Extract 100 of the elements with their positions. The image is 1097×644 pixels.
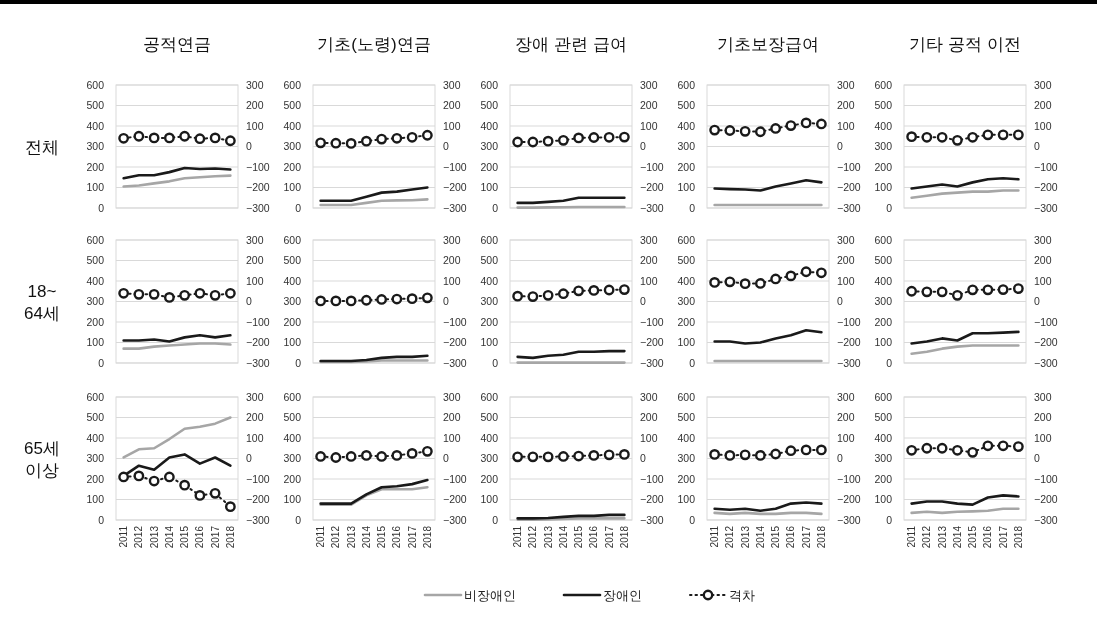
y2-tick-label: −100 xyxy=(640,315,664,328)
x-tick-label: 2018 xyxy=(224,525,236,549)
y-tick-label: 400 xyxy=(677,274,696,287)
y2-tick-label: 0 xyxy=(443,452,449,464)
y2-tick-label: 300 xyxy=(1034,390,1052,403)
y-tick-label: 300 xyxy=(480,452,499,464)
y2-tick-label: 300 xyxy=(443,390,461,403)
y-tick-label: 600 xyxy=(874,78,893,91)
point xyxy=(421,129,433,141)
x-tick-label: 2011 xyxy=(512,525,524,548)
y2-tick-label: −300 xyxy=(837,201,861,214)
legend-label: 비장애인 xyxy=(464,588,516,603)
y2-tick-label: 300 xyxy=(640,390,658,403)
x-tick-label: 2011 xyxy=(315,525,327,548)
y-tick-label: 0 xyxy=(492,356,499,369)
x-tick-label: 2014 xyxy=(557,525,569,549)
y2-tick-label: 200 xyxy=(640,254,658,266)
y2-tick-label: 200 xyxy=(1034,99,1052,111)
y-tick-label: 300 xyxy=(480,140,499,152)
y-tick-label: 500 xyxy=(677,99,696,111)
y2-tick-label: 300 xyxy=(1034,233,1052,246)
y-tick-label: 0 xyxy=(295,201,302,214)
y2-tick-label: −200 xyxy=(443,181,467,193)
y-tick-label: 500 xyxy=(874,99,893,111)
point xyxy=(209,487,221,499)
y-tick-label: 300 xyxy=(283,140,302,152)
point xyxy=(754,278,766,289)
y-tick-label: 100 xyxy=(86,336,105,348)
y2-tick-label: 0 xyxy=(1034,452,1040,464)
y2-tick-label: 200 xyxy=(837,99,855,111)
point xyxy=(194,490,206,501)
y-tick-label: 0 xyxy=(98,201,105,214)
y-tick-label: 300 xyxy=(283,452,302,464)
y-tick-label: 0 xyxy=(886,356,893,369)
y2-tick-label: 200 xyxy=(640,99,658,111)
y-tick-label: 300 xyxy=(874,452,893,464)
line-series xyxy=(122,166,232,180)
x-tick-label: 2016 xyxy=(982,525,994,549)
y2-tick-label: −100 xyxy=(246,315,270,328)
y2-tick-label: 0 xyxy=(443,140,449,152)
point xyxy=(709,124,721,136)
x-tick-label: 2017 xyxy=(800,525,812,549)
y-tick-label: 400 xyxy=(874,119,893,132)
chart-title: 기초(노령)연금 xyxy=(317,35,431,54)
y2-tick-label: −200 xyxy=(1034,181,1058,193)
y-tick-label: 200 xyxy=(677,160,696,173)
point xyxy=(800,266,812,278)
line-series xyxy=(910,494,1020,506)
line-series xyxy=(910,330,1020,345)
y-tick-label: 200 xyxy=(677,315,696,328)
x-tick-label: 2015 xyxy=(770,525,782,549)
point xyxy=(754,126,766,138)
y-tick-label: 200 xyxy=(283,160,302,173)
x-tick-label: 2011 xyxy=(118,525,130,548)
y2-tick-label: −300 xyxy=(246,513,270,526)
y-tick-label: 100 xyxy=(677,336,696,348)
y2-tick-label: 200 xyxy=(246,411,264,423)
y2-tick-label: 0 xyxy=(837,452,843,464)
y2-tick-label: −100 xyxy=(837,472,861,485)
y2-tick-label: 0 xyxy=(443,295,449,307)
y2-tick-label: 300 xyxy=(837,78,855,91)
point xyxy=(557,288,569,300)
y2-tick-label: −100 xyxy=(640,160,664,173)
y-tick-label: 100 xyxy=(86,181,105,193)
y-tick-label: 100 xyxy=(480,181,499,193)
x-tick-label: 2018 xyxy=(1012,525,1024,549)
y2-tick-label: −100 xyxy=(1034,160,1058,173)
y-tick-label: 600 xyxy=(874,233,893,246)
y-tick-label: 200 xyxy=(480,472,499,485)
x-tick-label: 2014 xyxy=(951,525,963,549)
y-tick-label: 0 xyxy=(886,201,893,214)
y-tick-label: 600 xyxy=(86,78,105,91)
x-tick-label: 2016 xyxy=(785,525,797,549)
y2-tick-label: 200 xyxy=(1034,411,1052,423)
y-tick-label: 200 xyxy=(480,315,499,328)
y-tick-label: 500 xyxy=(86,411,105,423)
x-tick-label: 2018 xyxy=(618,525,630,549)
point xyxy=(815,118,827,130)
point xyxy=(376,133,388,145)
y-tick-label: 0 xyxy=(295,513,302,526)
y-tick-label: 200 xyxy=(86,315,105,328)
x-tick-label: 2018 xyxy=(815,525,827,549)
y2-tick-label: 100 xyxy=(837,119,855,132)
point xyxy=(345,138,357,149)
y2-tick-label: 300 xyxy=(837,233,855,246)
x-tick-label: 2016 xyxy=(391,525,403,549)
line-series xyxy=(122,334,232,343)
y-tick-label: 100 xyxy=(677,493,696,505)
y2-tick-label: 0 xyxy=(640,295,646,307)
y2-tick-label: −200 xyxy=(443,493,467,505)
y2-tick-label: −200 xyxy=(837,336,861,348)
y2-tick-label: −300 xyxy=(1034,201,1058,214)
x-tick-label: 2012 xyxy=(921,525,933,549)
x-tick-label: 2013 xyxy=(148,525,160,549)
y2-tick-label: −100 xyxy=(1034,315,1058,328)
y-tick-label: 500 xyxy=(677,411,696,423)
y-tick-label: 300 xyxy=(86,140,105,152)
y-tick-label: 400 xyxy=(480,274,499,287)
y2-tick-label: 100 xyxy=(1034,431,1052,444)
y-tick-label: 300 xyxy=(874,295,893,307)
